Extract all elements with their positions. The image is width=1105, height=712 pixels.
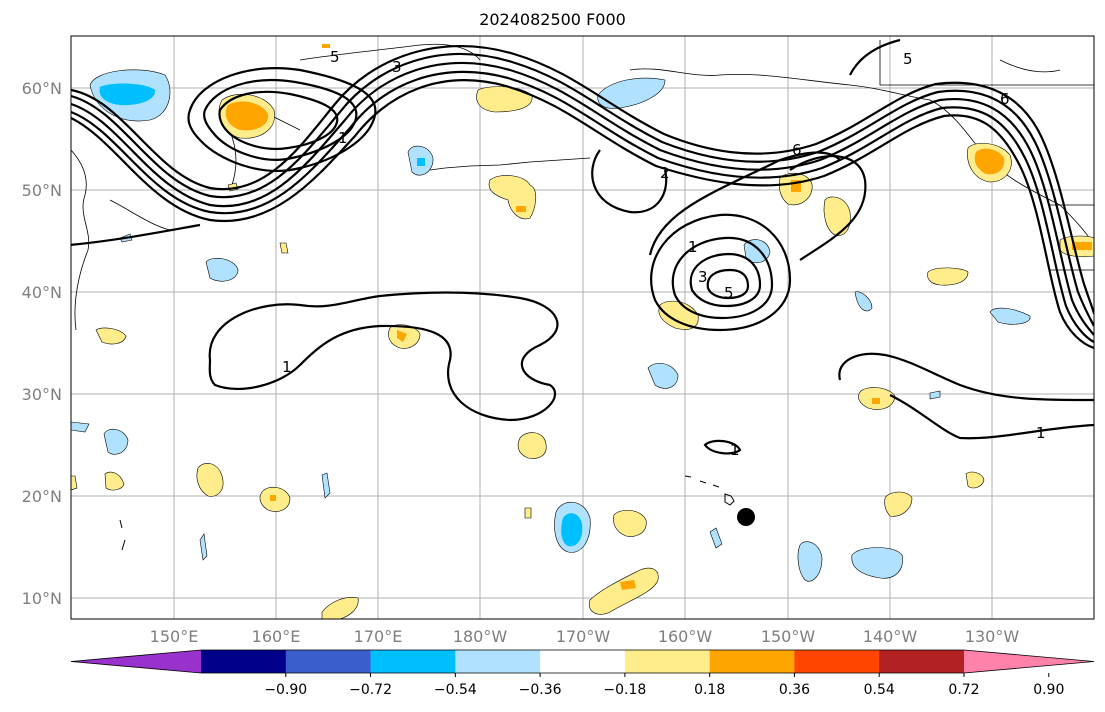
contour-labels: 1 1 1 1 3 5 5 3 5 6 6 2 1 — [282, 48, 1046, 459]
positive-anomaly-shading — [71, 44, 1094, 619]
colorbar-segment — [455, 650, 541, 673]
colorbar-tick-label: 0.36 — [779, 682, 810, 698]
colorbar-extend-min — [71, 650, 201, 673]
lon-tick-label: 170°E — [354, 627, 403, 646]
contour-label: 5 — [724, 284, 734, 302]
colorbar-segment — [794, 650, 880, 673]
map-title: 2024082500 F000 — [479, 10, 626, 29]
map-frame — [70, 35, 1095, 620]
colorbar-segment — [540, 650, 626, 673]
colorbar-tick-label: −0.54 — [434, 682, 477, 698]
lon-tick-label: 140°W — [863, 627, 918, 646]
colorbar-tick-label: 0.90 — [1033, 682, 1064, 698]
lat-axis: 10°N 20°N 30°N 40°N 50°N 60°N — [22, 79, 62, 608]
storm-marker — [737, 508, 755, 526]
colorbar-segment — [201, 650, 287, 673]
contour-label: 1 — [282, 358, 292, 376]
lon-tick-label: 150°E — [150, 627, 199, 646]
lon-tick-label: 170°W — [556, 627, 611, 646]
contour-label: 5 — [330, 48, 340, 66]
colorbar-segment — [285, 650, 372, 673]
contour-label: 6 — [1000, 90, 1010, 108]
colorbar-tick-label: 0.18 — [694, 682, 725, 698]
jet-contours — [71, 38, 1094, 455]
lat-tick-label: 60°N — [22, 79, 62, 98]
colorbar-tick-label: −0.72 — [349, 682, 392, 698]
hawaii-islands — [119, 475, 735, 551]
colorbar-tick-label: 0.72 — [948, 682, 979, 698]
colorbar-segment — [370, 650, 456, 673]
colorbar-tick-label: −0.18 — [603, 682, 646, 698]
contour-label: 5 — [903, 50, 913, 68]
colorbar-segment — [624, 650, 711, 673]
lat-tick-label: 20°N — [22, 487, 62, 506]
colorbar-extend-max — [964, 650, 1094, 673]
contour-label: 1 — [730, 441, 740, 459]
contour-label: 1 — [338, 129, 348, 147]
lat-tick-label: 10°N — [22, 589, 62, 608]
lat-tick-label: 30°N — [22, 385, 62, 404]
contour-label: 3 — [698, 268, 708, 286]
lon-axis: 150°E 160°E 170°E 180°W 170°W 160°W 150°… — [150, 627, 1020, 646]
colorbar: −0.90 −0.72 −0.54 −0.36 −0.18 0.18 0.36 0.54 0.7… — [70, 649, 1095, 698]
colorbar-segment — [879, 650, 965, 673]
lat-tick-label: 40°N — [22, 283, 62, 302]
contour-label: 1 — [1036, 424, 1046, 442]
lon-tick-label: 150°W — [761, 627, 816, 646]
lon-tick-label: 160°W — [658, 627, 713, 646]
colorbar-tick-label: 0.54 — [864, 682, 895, 698]
colorbar-tick-label: −0.90 — [264, 682, 307, 698]
colorbar-outline — [70, 649, 1095, 674]
contour-label: 1 — [688, 238, 698, 256]
colorbar-segment — [709, 650, 795, 673]
lon-tick-label: 130°W — [965, 627, 1020, 646]
contour-label: 2 — [660, 164, 670, 182]
colorbar-tick-label: −0.36 — [519, 682, 562, 698]
lat-tick-label: 50°N — [22, 181, 62, 200]
contour-label: 3 — [392, 58, 402, 76]
negative-anomaly-shading — [71, 69, 1031, 582]
lon-tick-label: 160°E — [252, 627, 301, 646]
lon-tick-label: 180°W — [453, 627, 508, 646]
contour-label: 6 — [792, 141, 802, 159]
